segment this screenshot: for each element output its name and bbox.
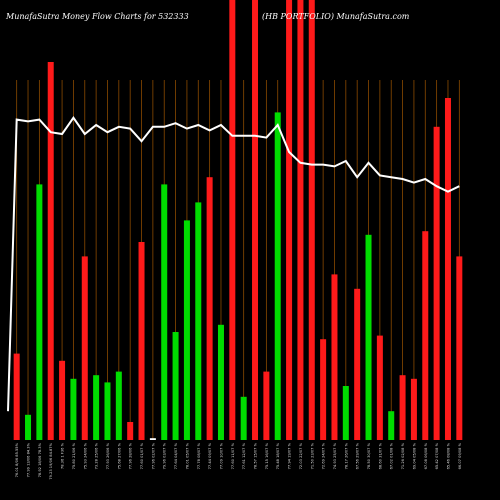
bar-17 bbox=[195, 202, 202, 440]
x-tick-label: 75.15 16/07 % bbox=[265, 442, 269, 469]
chart-title-left: MunafaSutra Money Flow Charts for 532333 bbox=[5, 12, 189, 21]
bar-4 bbox=[47, 62, 54, 440]
bar-30 bbox=[342, 386, 349, 440]
bar-8 bbox=[93, 375, 100, 440]
bar-14 bbox=[161, 184, 168, 440]
bar-20 bbox=[229, 0, 236, 440]
x-tick-label: 77.96 02/07 % bbox=[151, 442, 155, 469]
x-tick-label: 72.03 22/07 % bbox=[299, 442, 303, 469]
x-tick-label: 72.69 24/07 % bbox=[322, 442, 326, 469]
bar-34 bbox=[388, 411, 395, 440]
bar-5 bbox=[59, 360, 66, 440]
bar-21 bbox=[240, 396, 247, 440]
x-tick-label: 65.46 08/08 % bbox=[446, 442, 450, 469]
x-tick-label: 67.56 29/07 % bbox=[356, 442, 360, 469]
bar-24 bbox=[274, 112, 281, 441]
x-tick-label: 66.07 09/08 % bbox=[458, 442, 462, 469]
bar-29 bbox=[331, 274, 338, 440]
x-tick-label: 74.93 25/07 % bbox=[333, 442, 337, 469]
x-tick-label: 77.60 11/07 % bbox=[231, 442, 235, 469]
bar-7 bbox=[81, 256, 88, 440]
bar-33 bbox=[376, 335, 383, 440]
bar-27 bbox=[308, 0, 315, 440]
x-tick-label: 76.01 8/06 85.55% bbox=[15, 442, 19, 477]
x-tick-label: 78.57 15/07 % bbox=[254, 442, 258, 469]
x-tick-label: 77.64 04/07 % bbox=[174, 442, 178, 469]
bar-18 bbox=[206, 177, 213, 440]
x-tick-label: 77.96 28/06 % bbox=[129, 442, 133, 469]
bar-23 bbox=[263, 371, 270, 440]
x-tick-label: 68.60 31/07 % bbox=[378, 442, 382, 469]
bar-37 bbox=[422, 231, 429, 440]
bar-10 bbox=[115, 371, 122, 440]
x-tick-label: 77.60 01/07 % bbox=[140, 442, 144, 469]
bar-25 bbox=[286, 0, 293, 440]
bar-series bbox=[13, 0, 463, 441]
bar-36 bbox=[410, 378, 417, 440]
bar-2 bbox=[25, 414, 32, 440]
x-tick-label: 71.50 23/07 % bbox=[310, 442, 314, 469]
x-tick-label: 75.93 24/06 % bbox=[83, 442, 87, 469]
x-tick-label: 79.23 19/06 84.87% bbox=[49, 442, 53, 479]
bar-28 bbox=[320, 339, 327, 440]
bar-31 bbox=[354, 288, 361, 440]
bar-40 bbox=[456, 256, 463, 440]
x-tick-label: 78.92 18/06 78.3% bbox=[38, 442, 42, 477]
bar-26 bbox=[297, 0, 304, 440]
x-tick-label: 77.78 08/07 % bbox=[197, 442, 201, 469]
chart-title-right: (HB PORTFOLIO) MunafaSutra.com bbox=[262, 12, 410, 21]
bar-3 bbox=[36, 184, 43, 440]
bar-11 bbox=[127, 422, 134, 440]
bar-9 bbox=[104, 382, 111, 440]
bar-22 bbox=[252, 0, 259, 440]
x-tick-label: 67.08 06/08 % bbox=[424, 442, 428, 469]
x-tick-label: 73.28 25/06 % bbox=[95, 442, 99, 469]
x-tick-label: 71.26 02/08 % bbox=[401, 442, 405, 469]
x-tick-label: 78.50 30/07 % bbox=[367, 442, 371, 469]
x-tick-label: 77.09 10/07 % bbox=[219, 442, 223, 469]
x-tick-label: 65.42 07/08 % bbox=[435, 442, 439, 469]
bar-19 bbox=[217, 324, 224, 440]
x-tick-label: 77.93 26/06 % bbox=[106, 442, 110, 469]
bar-32 bbox=[365, 234, 372, 440]
x-tick-labels: 76.01 8/06 85.55% 77.99 13/06 84.3% 78.92 … bbox=[15, 442, 462, 479]
x-tick-label: 77.99 13/06 84.3% bbox=[27, 442, 31, 477]
bar-39 bbox=[444, 98, 451, 440]
bar-6 bbox=[70, 378, 77, 440]
bar-35 bbox=[399, 375, 406, 440]
x-tick-label: 78.36 1 F36 % bbox=[61, 442, 65, 469]
x-tick-label: 67.02 01/08 % bbox=[390, 442, 394, 469]
bar-38 bbox=[433, 126, 440, 441]
bar-13 bbox=[149, 438, 156, 440]
price-line bbox=[7, 116, 460, 412]
x-tick-label: 77.61 12/07 % bbox=[242, 442, 246, 469]
x-tick-label: 75.68 27/06 % bbox=[117, 442, 121, 469]
x-tick-label: 78.01 05/07 % bbox=[185, 442, 189, 469]
bar-1 bbox=[13, 353, 20, 440]
x-tick-label: 75.80 21/06 % bbox=[72, 442, 76, 469]
bar-15 bbox=[172, 332, 179, 440]
x-tick-label: 75.48 18/07 % bbox=[276, 442, 280, 469]
x-tick-label: 69.04 05/08 % bbox=[412, 442, 416, 469]
bar-12 bbox=[138, 242, 145, 440]
x-tick-label: 77.44 09/07 % bbox=[208, 442, 212, 469]
x-tick-label: 78.17 26/07 % bbox=[344, 442, 348, 469]
bar-16 bbox=[183, 220, 190, 440]
x-tick-label: 79.96 03/07 % bbox=[163, 442, 167, 469]
x-tick-label: 77.94 19/07 % bbox=[288, 442, 292, 469]
